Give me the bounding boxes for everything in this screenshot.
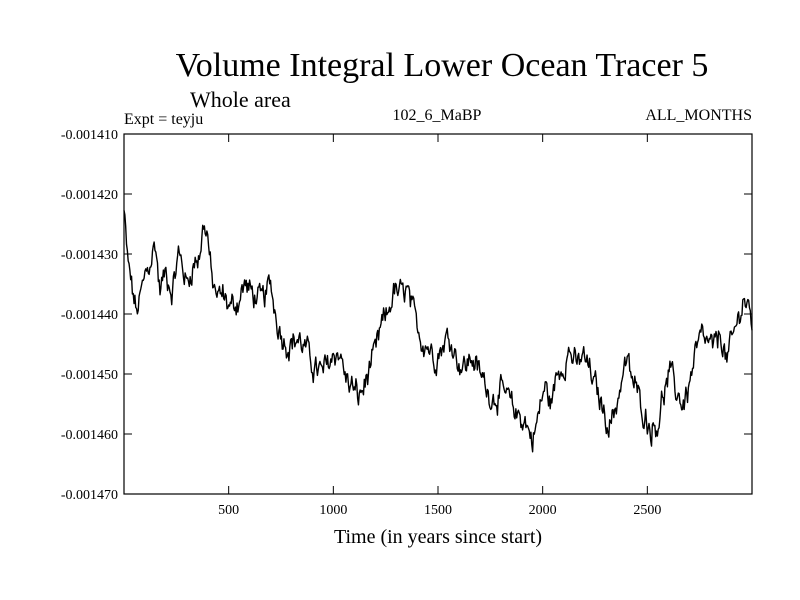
- series-line: [123, 210, 753, 453]
- run-label: 102_6_MaBP: [393, 107, 482, 124]
- y-tick-label: -0.001420: [61, 188, 118, 203]
- months-label: ALL_MONTHS: [645, 107, 752, 124]
- y-tick-label: -0.001460: [61, 428, 118, 443]
- x-tick-label: 500: [218, 503, 239, 518]
- x-axis-ticks: 500 1000 1500 2000 2500: [218, 134, 661, 518]
- y-tick-label: -0.001430: [61, 248, 118, 263]
- y-tick-label: -0.001410: [61, 128, 118, 143]
- chart-title: Volume Integral Lower Ocean Tracer 5: [176, 47, 709, 84]
- x-tick-label: 2500: [633, 503, 661, 518]
- y-axis-ticks: -0.001410 -0.001420 -0.001430 -0.001440 -0.0…: [61, 128, 752, 503]
- y-tick-label: -0.001470: [61, 488, 118, 503]
- plot-frame: [123, 133, 753, 495]
- series-layer: [123, 210, 753, 453]
- experiment-label: Expt = teyju: [124, 111, 203, 128]
- x-axis-label: Time (in years since start): [334, 526, 542, 548]
- x-tick-label: 2000: [529, 503, 557, 518]
- x-tick-label: 1000: [319, 503, 347, 518]
- y-tick-label: -0.001450: [61, 368, 118, 383]
- x-tick-label: 1500: [424, 503, 452, 518]
- y-tick-label: -0.001440: [61, 308, 118, 323]
- chart-subtitle: Whole area: [190, 87, 291, 112]
